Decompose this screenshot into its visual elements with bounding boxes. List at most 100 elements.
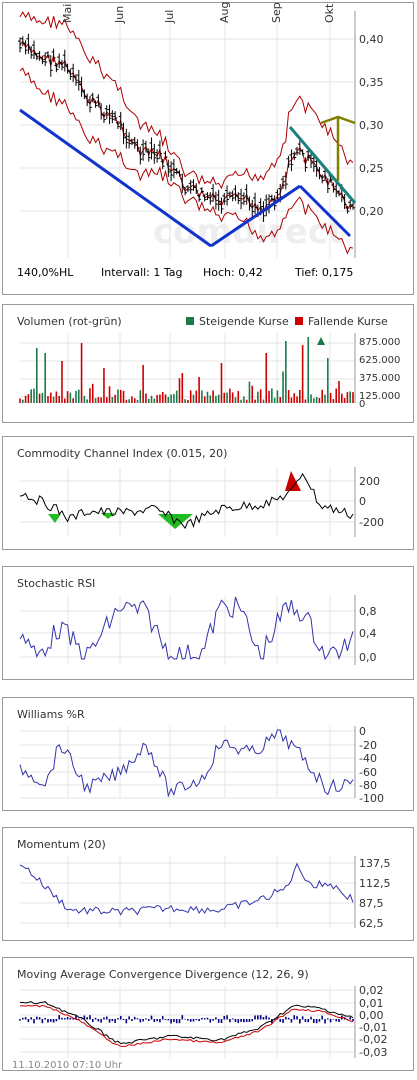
macd-histogram-bar	[338, 1019, 340, 1022]
volume-bar	[352, 392, 354, 403]
macd-histogram-bar	[119, 1016, 122, 1020]
macd-histogram-bar	[33, 1019, 35, 1024]
volume-bar	[52, 396, 55, 403]
watermark: comdirect	[153, 212, 344, 252]
volume-bar	[173, 394, 175, 403]
volume-bar	[139, 390, 142, 403]
volume-bar	[147, 398, 150, 403]
macd-histogram-bar	[145, 1018, 147, 1020]
legend-down-label: Fallende Kurse	[308, 315, 388, 328]
macd-histogram-bar	[217, 1019, 220, 1023]
macd-histogram-bar	[103, 1017, 105, 1020]
volume-bar	[245, 399, 248, 403]
month-label-mai: Mai	[61, 4, 74, 23]
cci-oversold-fill	[48, 514, 61, 523]
srsi-tick-04: 0,4	[359, 627, 377, 640]
macd-histogram-bar	[170, 1019, 172, 1024]
volume-bar	[103, 368, 105, 403]
volume-bar	[335, 388, 338, 403]
macd-histogram-bar	[304, 1019, 307, 1023]
bollinger-middle	[19, 40, 354, 213]
macd-histogram-bar	[142, 1019, 144, 1022]
macd-histogram-bar	[35, 1016, 38, 1020]
volume-bar	[310, 394, 312, 403]
macd-histogram-bar	[315, 1019, 318, 1024]
volume-bar	[304, 399, 307, 403]
volume-bar	[220, 363, 223, 403]
volume-bar	[313, 398, 315, 403]
macd-histogram-bar	[209, 1019, 212, 1023]
volume-bar	[212, 390, 214, 403]
macd-histogram-bar	[201, 1017, 203, 1020]
price-tick-035: 0,35	[359, 76, 384, 89]
macd-histogram-bar	[318, 1019, 321, 1022]
volume-bar	[203, 396, 206, 403]
macd-tick-m002: -0,02	[359, 1033, 387, 1046]
volume-panel: Volumen (rot-grün) Steigende Kurse Falle…	[2, 304, 414, 423]
macd-histogram-bar	[114, 1019, 116, 1023]
stochrsi-title: Stochastic RSI	[17, 577, 95, 590]
interval-stat: Intervall: 1 Tag	[101, 266, 183, 279]
macd-histogram-bar	[265, 1015, 268, 1020]
volume-bar	[77, 389, 80, 403]
volume-bar	[122, 390, 125, 403]
volume-bar	[343, 398, 346, 403]
volume-bar	[133, 398, 136, 403]
macd-histogram-bar	[175, 1019, 178, 1024]
mom-tick-1125: 112,5	[359, 877, 391, 890]
macd-histogram-bar	[52, 1019, 55, 1023]
volume-bar	[69, 392, 72, 403]
volume-bar	[338, 381, 340, 403]
macd-histogram-bar	[220, 1019, 223, 1024]
macd-histogram-bar	[167, 1019, 170, 1021]
macd-histogram-bar	[100, 1019, 102, 1023]
volume-bar	[178, 378, 181, 403]
bollinger-upper	[19, 11, 354, 190]
volume-bar	[125, 399, 128, 403]
macd-histogram-bar	[229, 1019, 231, 1023]
macd-histogram-bar	[86, 1017, 88, 1020]
macd-histogram-bar	[55, 1019, 58, 1022]
volume-bar	[91, 383, 94, 403]
volume-bar	[44, 353, 46, 403]
macd-histogram-bar	[290, 1019, 293, 1023]
volume-bar	[105, 397, 108, 403]
macd-histogram-bar	[178, 1019, 181, 1024]
volume-bar	[89, 388, 91, 403]
macd-tick-m001: -0,01	[359, 1021, 387, 1034]
volume-bar	[201, 390, 203, 403]
cci-tick-0: 0	[359, 495, 366, 508]
volume-bar	[41, 392, 44, 403]
wr-tick-20: -20	[359, 739, 377, 752]
macd-histogram-bar	[352, 1019, 354, 1022]
cci-tick-m200: -200	[359, 516, 384, 529]
macd-histogram-bar	[226, 1015, 228, 1020]
macd-histogram-bar	[287, 1017, 290, 1020]
volume-bar	[192, 394, 195, 403]
volume-bar	[114, 394, 116, 403]
cci-oversold-fill	[101, 513, 115, 519]
macd-tick-000: 0,00	[359, 1009, 384, 1022]
volume-bar	[33, 388, 35, 403]
macd-histogram-bar	[24, 1017, 27, 1020]
volume-title: Volumen (rot-grün)	[17, 315, 122, 328]
macd-histogram-bar	[91, 1019, 94, 1022]
macd-histogram-bar	[72, 1018, 74, 1020]
volume-bar	[21, 399, 24, 403]
macd-histogram-bar	[131, 1019, 133, 1022]
volume-bar	[287, 390, 290, 403]
williams-title: Williams %R	[17, 708, 85, 721]
macd-histogram-bar	[61, 1017, 63, 1020]
macd-histogram-bar	[89, 1015, 91, 1020]
volume-bar	[271, 388, 273, 403]
volume-bar	[159, 394, 161, 403]
macd-histogram-bar	[257, 1015, 259, 1020]
macd-histogram-bar	[49, 1019, 52, 1022]
macd-histogram-bar	[41, 1019, 44, 1024]
volume-bar	[142, 365, 144, 403]
macd-histogram-bar	[310, 1016, 312, 1020]
volume-bar	[187, 399, 189, 403]
volume-bar	[346, 392, 349, 403]
volume-bar	[66, 391, 69, 403]
channel-line	[288, 126, 357, 204]
